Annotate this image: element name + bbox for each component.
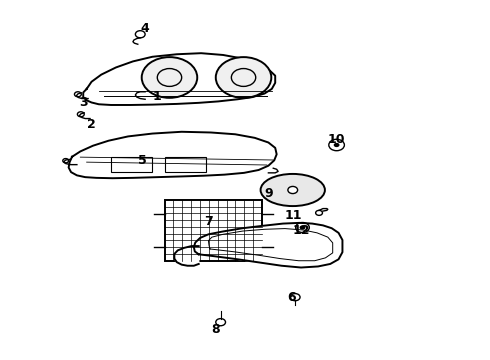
Text: 10: 10 [328,134,345,147]
Bar [165,157,206,172]
Text: 11: 11 [285,209,302,222]
Polygon shape [69,132,277,178]
FancyBboxPatch shape [165,200,262,261]
Circle shape [299,225,305,230]
Bar [111,157,152,172]
Ellipse shape [261,174,325,206]
Text: 6: 6 [287,291,295,304]
Circle shape [216,57,271,98]
Circle shape [142,57,197,98]
Polygon shape [83,53,275,105]
Text: 2: 2 [87,118,96,131]
Text: 5: 5 [138,154,147,167]
Text: 8: 8 [212,323,220,336]
Circle shape [334,143,340,147]
Text: 12: 12 [292,224,310,237]
Text: 7: 7 [204,215,213,228]
Circle shape [288,186,297,194]
Text: 9: 9 [264,187,273,200]
Text: 1: 1 [153,90,162,103]
Polygon shape [194,223,343,267]
Text: 4: 4 [141,22,149,35]
Polygon shape [174,246,199,266]
Text: 3: 3 [79,96,88,109]
